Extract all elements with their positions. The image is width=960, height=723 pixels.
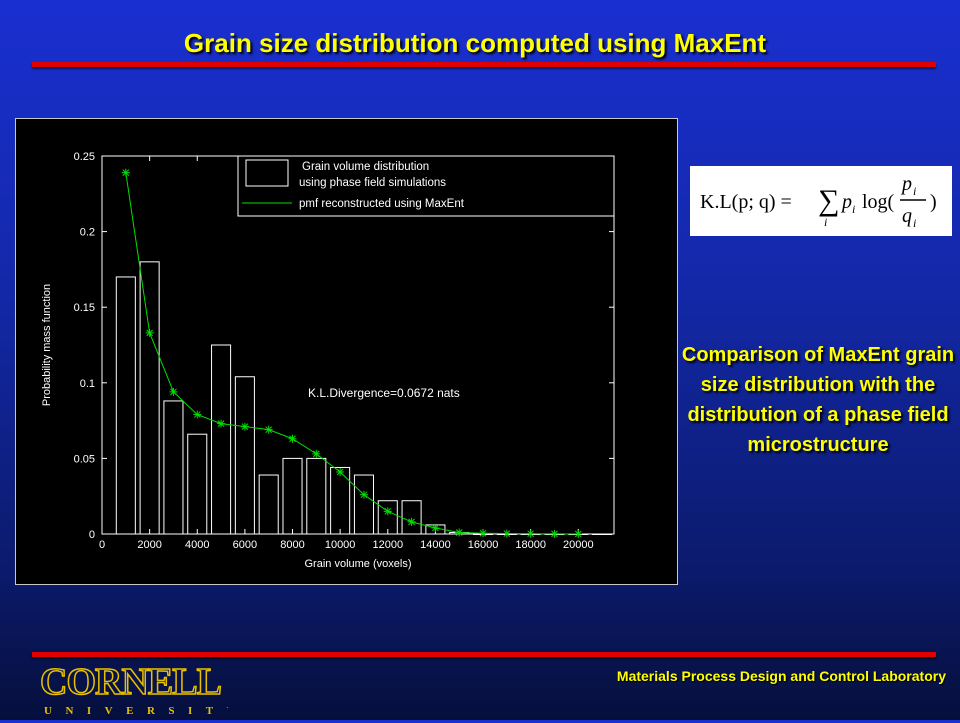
chart-panel: 0 0.05 0.1 0.15 0.2 0.25 0 2000 4000 6000 8000 1000… — [15, 118, 678, 585]
histogram-bar — [211, 344, 232, 535]
legend-bar-label-2: using phase field simulations — [299, 177, 446, 189]
formula-p-sub: i — [852, 202, 855, 216]
legend-box — [237, 155, 615, 217]
grain-size-chart: 0 0.05 0.1 0.15 0.2 0.25 0 2000 4000 6000 8000 1000… — [41, 151, 615, 570]
top-accent-line — [32, 62, 936, 67]
x-tick-label: 16000 — [468, 539, 499, 551]
histogram-bar — [592, 533, 613, 535]
cornell-logo: CORNELL UNIVERSITY — [38, 660, 234, 718]
formula-close: ) — [930, 191, 937, 213]
maxent-point — [145, 328, 154, 337]
maxent-point — [574, 530, 583, 538]
maxent-point — [312, 449, 321, 458]
x-tick-label: 14000 — [420, 539, 451, 551]
x-axis-label: Grain volume (voxels) — [305, 558, 412, 570]
slide-title: Grain size distribution computed using M… — [183, 28, 767, 58]
histogram-bar — [401, 500, 422, 535]
maxent-series-line — [125, 172, 579, 535]
bottom-accent-line — [32, 652, 936, 657]
maxent-point — [455, 528, 464, 537]
y-tick-label: 0.25 — [74, 151, 95, 163]
maxent-point — [550, 529, 559, 538]
comparison-text: Comparison of MaxEnt grain size distribu… — [681, 344, 955, 456]
y-axis-label: Probability mass function — [41, 284, 53, 406]
legend-bar-swatch — [245, 159, 289, 187]
maxent-point — [479, 529, 488, 538]
maxent-point — [502, 529, 511, 538]
histogram-bar — [282, 457, 303, 535]
maxent-point — [121, 168, 130, 177]
x-tick-label: 0 — [99, 539, 105, 551]
histogram-bar — [115, 276, 136, 535]
legend-line-label: pmf reconstructed using MaxEnt — [299, 198, 465, 210]
x-tick-label: 10000 — [325, 539, 356, 551]
maxent-point — [264, 425, 273, 434]
maxent-point — [193, 410, 202, 419]
y-tick-label: 0.2 — [80, 227, 95, 239]
formula-sum-index: i — [824, 215, 827, 229]
legend-bar-label-1: Grain volume distribution — [302, 161, 429, 173]
y-tick-label: 0.05 — [74, 453, 95, 465]
histogram-bar — [163, 400, 184, 535]
y-tick-label: 0 — [89, 529, 95, 541]
maxent-point — [526, 529, 535, 538]
histogram-bar — [139, 261, 160, 535]
x-tick-label: 8000 — [280, 539, 304, 551]
histogram-bar — [330, 466, 351, 535]
formula-den-sub: i — [913, 216, 916, 230]
maxent-point — [169, 387, 178, 396]
maxent-point — [359, 490, 368, 499]
lab-name: Materials Process Design and Control Lab… — [616, 668, 946, 684]
x-tick-label: 12000 — [372, 539, 403, 551]
x-tick-label: 4000 — [185, 539, 209, 551]
histogram-bar — [258, 474, 279, 535]
y-tick-label: 0.1 — [80, 378, 95, 390]
maxent-point — [288, 434, 297, 443]
x-tick-label: 6000 — [233, 539, 257, 551]
formula-num-sub: i — [913, 184, 916, 198]
histogram-bar — [353, 474, 374, 535]
kl-divergence-annotation: K.L.Divergence=0.0672 nats — [308, 386, 460, 400]
maxent-point — [217, 419, 226, 428]
histogram-bar — [234, 376, 255, 535]
formula-den-q: q — [902, 205, 912, 227]
maxent-point — [431, 523, 440, 532]
maxent-point — [336, 468, 345, 477]
maxent-point — [407, 517, 416, 526]
logo-word: CORNELL — [40, 662, 221, 703]
kl-formula: K.L(p; q) = ∑ i p i log( p i q i ) — [690, 166, 952, 236]
histogram-bar — [377, 500, 398, 535]
x-tick-label: 20000 — [563, 539, 594, 551]
formula-num-p: p — [900, 173, 912, 195]
formula-lhs: K.L(p; q) = — [700, 191, 792, 213]
y-tick-label: 0.15 — [74, 302, 95, 314]
logo-sub: UNIVERSITY — [44, 705, 228, 717]
x-tick-label: 18000 — [515, 539, 546, 551]
maxent-point — [240, 422, 249, 431]
formula-sum: ∑ — [818, 184, 839, 217]
x-tick-label: 2000 — [137, 539, 161, 551]
maxent-point — [383, 507, 392, 516]
histogram-bar — [187, 433, 208, 535]
formula-p: p — [840, 191, 852, 213]
histogram-bar — [306, 457, 327, 535]
formula-log: log( — [862, 191, 895, 213]
